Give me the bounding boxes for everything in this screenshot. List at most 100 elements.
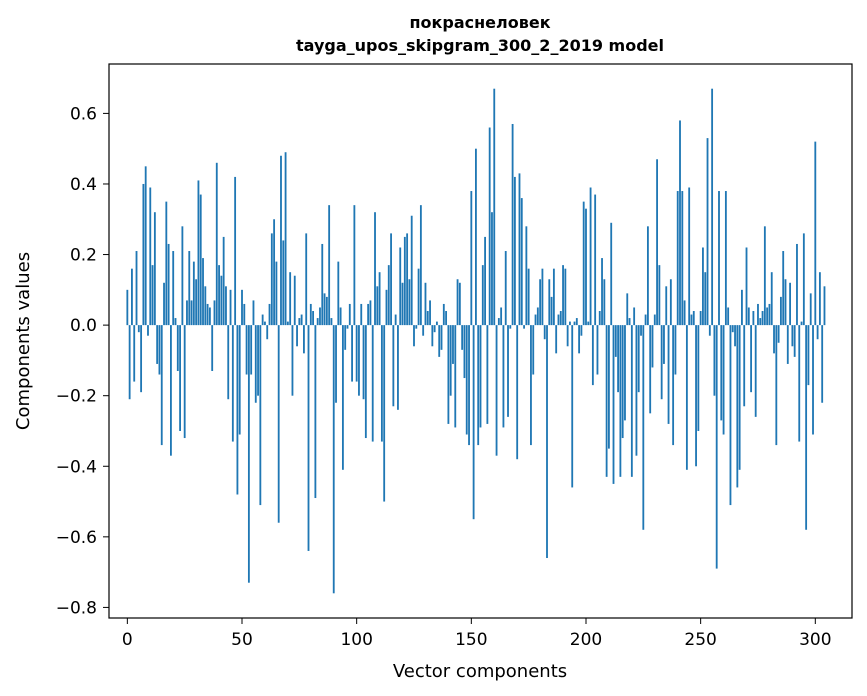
bar — [685, 325, 688, 470]
bar — [247, 325, 250, 583]
bar — [312, 311, 315, 326]
bar — [406, 233, 409, 326]
bar — [222, 236, 225, 326]
bar — [789, 282, 791, 326]
bar — [704, 272, 707, 326]
bar — [637, 325, 640, 393]
bar — [465, 325, 468, 435]
bar — [296, 325, 298, 347]
bar — [763, 226, 766, 326]
bar — [580, 325, 583, 336]
bar — [417, 268, 420, 326]
bar — [569, 321, 571, 326]
bar — [190, 300, 193, 326]
bar — [447, 325, 450, 424]
bar — [720, 325, 723, 421]
bar — [500, 307, 503, 326]
bar — [305, 233, 308, 326]
bar — [605, 325, 608, 477]
bar — [323, 293, 326, 326]
bar — [786, 325, 789, 364]
bar — [681, 191, 684, 326]
bar — [231, 325, 234, 442]
bar — [571, 325, 574, 488]
bar — [289, 272, 292, 326]
x-tick-label: 50 — [231, 630, 253, 650]
bar — [495, 325, 498, 456]
bar — [731, 325, 734, 333]
bar — [433, 325, 436, 333]
bar — [555, 325, 558, 354]
bar — [509, 325, 512, 329]
bar — [734, 325, 736, 347]
bar — [275, 261, 278, 326]
bar — [791, 325, 794, 347]
bar — [147, 325, 149, 336]
bar — [440, 325, 443, 350]
bar — [633, 307, 636, 326]
bar — [601, 258, 603, 326]
bar — [658, 265, 661, 326]
bar — [364, 325, 367, 439]
bar — [754, 325, 757, 417]
bar — [493, 88, 496, 326]
bar — [199, 194, 202, 326]
bar — [798, 325, 801, 442]
bar — [665, 286, 668, 326]
bar — [254, 325, 257, 403]
bar — [766, 307, 769, 326]
bar — [351, 325, 353, 382]
bar — [589, 187, 592, 326]
bar — [573, 321, 576, 326]
bar — [683, 300, 686, 326]
bar — [610, 222, 613, 326]
bar — [176, 325, 179, 371]
bar — [355, 325, 358, 382]
bar — [387, 265, 390, 326]
bar — [750, 325, 753, 393]
bar — [362, 325, 365, 400]
chart-title-line-1: покраснеловек — [409, 13, 550, 32]
bar — [341, 325, 344, 470]
bar — [472, 325, 475, 520]
bar — [497, 318, 500, 326]
bar — [759, 318, 762, 326]
bar — [399, 247, 402, 326]
bar — [167, 243, 170, 326]
bar — [504, 251, 507, 326]
bar — [135, 251, 138, 326]
bar — [543, 325, 546, 340]
bar — [630, 325, 633, 477]
bar — [738, 325, 741, 470]
bar — [424, 282, 427, 326]
bar — [314, 325, 317, 499]
bar — [241, 289, 243, 326]
bar — [724, 191, 727, 326]
bar — [206, 303, 209, 326]
bar — [784, 279, 787, 326]
bar — [800, 321, 803, 326]
bar — [330, 318, 333, 326]
bar — [585, 208, 587, 326]
bar — [367, 303, 370, 326]
bar — [541, 268, 544, 326]
bar — [204, 286, 207, 326]
bar — [518, 173, 521, 326]
bar — [309, 303, 312, 326]
bar — [530, 325, 532, 446]
bar — [747, 307, 750, 326]
bar — [461, 325, 464, 350]
bar — [348, 303, 351, 326]
bar — [452, 325, 454, 364]
bar — [280, 155, 282, 326]
bar — [165, 201, 168, 326]
bar — [332, 325, 335, 594]
bar — [697, 325, 700, 431]
bar — [532, 325, 535, 375]
bar — [259, 325, 262, 506]
bar — [346, 325, 349, 329]
bar — [353, 205, 356, 326]
bar — [520, 198, 523, 326]
x-tick-label: 200 — [570, 630, 602, 650]
bar — [502, 325, 505, 428]
